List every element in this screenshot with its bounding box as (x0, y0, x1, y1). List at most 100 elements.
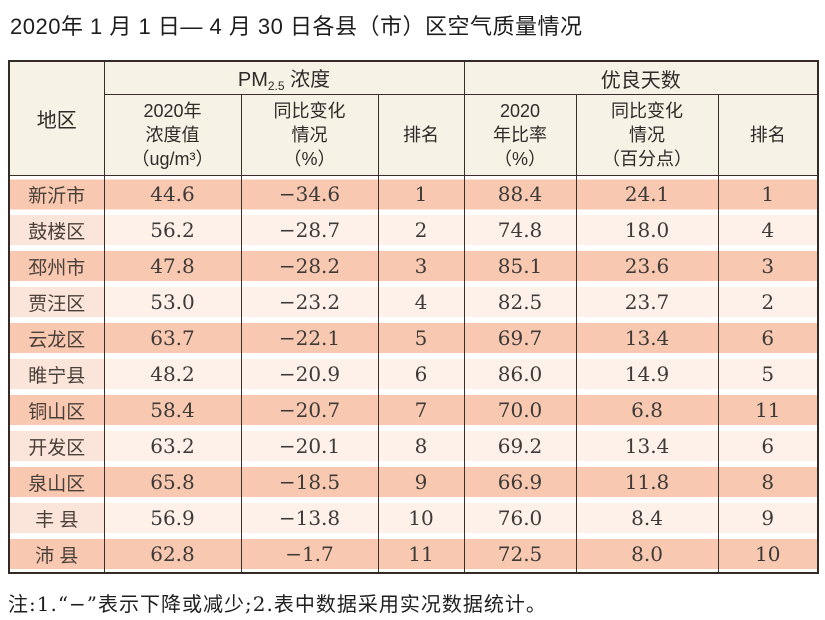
pm-change-cell: −20.1 (240, 428, 379, 464)
table-row: 泉山区 65.8 −18.5 9 66.9 11.8 8 (8, 464, 819, 500)
good-change-cell: 8.4 (575, 500, 719, 536)
good-change-cell: 11.8 (575, 464, 719, 500)
pm-value-cell: 53.0 (103, 284, 242, 320)
header-good-days-group: 优良天数 (463, 60, 819, 95)
region-cell: 睢宁县 (8, 356, 105, 392)
header-pm-value: 2020年 浓度值 （ug/m³） (103, 94, 242, 176)
pm-rank-cell: 10 (377, 500, 465, 536)
table-row: 铜山区 58.4 −20.7 7 70.0 6.8 11 (8, 392, 819, 428)
good-rank-cell: 1 (717, 175, 819, 212)
good-rank-cell: 9 (717, 500, 819, 536)
table-row: 云龙区 63.7 −22.1 5 69.7 13.4 6 (8, 320, 819, 356)
good-ratio-cell: 69.7 (463, 320, 577, 356)
header-pm-change: 同比变化 情况 （%） (240, 94, 379, 176)
pm-change-cell: −23.2 (240, 284, 379, 320)
pm-value-cell: 63.7 (103, 320, 242, 356)
good-change-cell: 24.1 (575, 175, 719, 212)
table-row: 睢宁县 48.2 −20.9 6 86.0 14.9 5 (8, 356, 819, 392)
pm-value-cell: 56.9 (103, 500, 242, 536)
good-rank-cell: 6 (717, 428, 819, 464)
pm-value-cell: 48.2 (103, 356, 242, 392)
pm-rank-cell: 11 (377, 536, 465, 573)
pm-rank-cell: 7 (377, 392, 465, 428)
region-cell: 邳州市 (8, 248, 105, 284)
good-ratio-cell: 74.8 (463, 212, 577, 248)
good-change-cell: 13.4 (575, 320, 719, 356)
table-row: 鼓楼区 56.2 −28.7 2 74.8 18.0 4 (8, 212, 819, 248)
header-good-change: 同比变化 情况 （百分点） (575, 94, 719, 176)
good-rank-cell: 10 (717, 536, 819, 573)
pm-value-cell: 63.2 (103, 428, 242, 464)
page-title: 2020年 1 月 1 日— 4 月 30 日各县（市）区空气质量情况 (10, 14, 583, 39)
good-rank-cell: 2 (717, 284, 819, 320)
pm-rank-cell: 1 (377, 175, 465, 212)
good-change-cell: 23.6 (575, 248, 719, 284)
good-ratio-cell: 66.9 (463, 464, 577, 500)
pm-value-cell: 44.6 (103, 175, 242, 212)
air-quality-table: 地区 PM2.5 浓度 优良天数 2020年 浓度值 （ug/m³） 同比变化 … (8, 60, 820, 574)
good-rank-cell: 3 (717, 248, 819, 284)
header-region: 地区 (8, 60, 105, 176)
pm-value-cell: 62.8 (103, 536, 242, 573)
pm-rank-cell: 6 (377, 356, 465, 392)
good-change-cell: 8.0 (575, 536, 719, 573)
good-ratio-cell: 82.5 (463, 284, 577, 320)
good-ratio-cell: 88.4 (463, 175, 577, 212)
good-ratio-cell: 70.0 (463, 392, 577, 428)
good-ratio-cell: 69.2 (463, 428, 577, 464)
good-ratio-cell: 85.1 (463, 248, 577, 284)
pm-change-cell: −34.6 (240, 175, 379, 212)
pm-label-rest: 浓度 (284, 69, 331, 91)
pm-value-cell: 56.2 (103, 212, 242, 248)
table-row: 沛 县 62.8 −1.7 11 72.5 8.0 10 (8, 536, 819, 573)
pm-value-cell: 65.8 (103, 464, 242, 500)
table-row: 开发区 63.2 −20.1 8 69.2 13.4 6 (8, 428, 819, 464)
region-cell: 新沂市 (8, 175, 105, 212)
pm-change-cell: −22.1 (240, 320, 379, 356)
pm-rank-cell: 2 (377, 212, 465, 248)
pm-change-cell: −13.8 (240, 500, 379, 536)
pm-rank-cell: 4 (377, 284, 465, 320)
good-rank-cell: 8 (717, 464, 819, 500)
good-rank-cell: 11 (717, 392, 819, 428)
region-cell: 贾汪区 (8, 284, 105, 320)
region-cell: 沛 县 (8, 536, 105, 573)
table-row: 丰 县 56.9 −13.8 10 76.0 8.4 9 (8, 500, 819, 536)
table-row: 新沂市 44.6 −34.6 1 88.4 24.1 1 (8, 175, 819, 212)
footnote: 注:1.“−”表示下降或减少;2.表中数据采用实况数据统计。 (8, 592, 547, 616)
table-body: 新沂市 44.6 −34.6 1 88.4 24.1 1 鼓楼区 56.2 −28.7 2 74.8 1… (8, 175, 819, 573)
good-ratio-cell: 86.0 (463, 356, 577, 392)
region-cell: 泉山区 (8, 464, 105, 500)
good-change-cell: 23.7 (575, 284, 719, 320)
pm-change-cell: −1.7 (240, 536, 379, 573)
region-cell: 丰 县 (8, 500, 105, 536)
table-row: 邳州市 47.8 −28.2 3 85.1 23.6 3 (8, 248, 819, 284)
header-good-rank: 排名 (717, 94, 819, 176)
good-rank-cell: 5 (717, 356, 819, 392)
header-pm-group: PM2.5 浓度 (103, 60, 465, 95)
good-ratio-cell: 76.0 (463, 500, 577, 536)
good-rank-cell: 4 (717, 212, 819, 248)
region-cell: 铜山区 (8, 392, 105, 428)
pm-rank-cell: 9 (377, 464, 465, 500)
pm-label-main: PM (237, 69, 268, 91)
good-change-cell: 6.8 (575, 392, 719, 428)
pm-change-cell: −20.7 (240, 392, 379, 428)
good-rank-cell: 6 (717, 320, 819, 356)
good-ratio-cell: 72.5 (463, 536, 577, 573)
header-pm-rank: 排名 (377, 94, 465, 176)
pm-change-cell: −20.9 (240, 356, 379, 392)
pm-rank-cell: 8 (377, 428, 465, 464)
pm-change-cell: −28.2 (240, 248, 379, 284)
region-cell: 鼓楼区 (8, 212, 105, 248)
region-cell: 开发区 (8, 428, 105, 464)
pm-change-cell: −18.5 (240, 464, 379, 500)
pm-change-cell: −28.7 (240, 212, 379, 248)
table-row: 贾汪区 53.0 −23.2 4 82.5 23.7 2 (8, 284, 819, 320)
good-change-cell: 13.4 (575, 428, 719, 464)
table-header: 地区 PM2.5 浓度 优良天数 2020年 浓度值 （ug/m³） 同比变化 … (8, 60, 819, 176)
pm-label-subscript: 2.5 (267, 79, 285, 93)
header-good-ratio: 2020 年比率 （%） (463, 94, 577, 176)
good-change-cell: 18.0 (575, 212, 719, 248)
